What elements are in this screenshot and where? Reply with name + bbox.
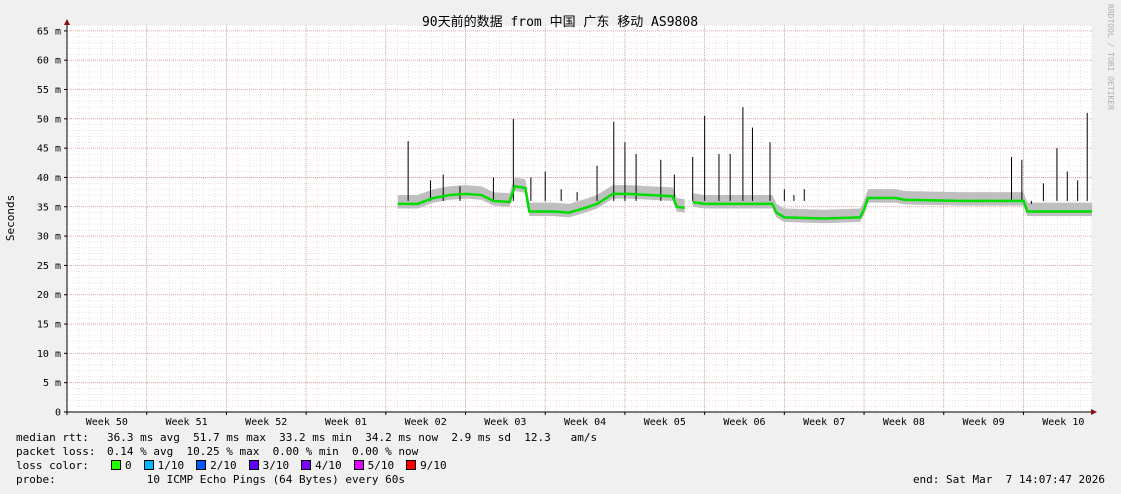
median-rtt-line xyxy=(397,184,1092,220)
loss-color-swatch-label: 4/10 xyxy=(315,459,342,472)
y-tick-label: 40 m xyxy=(37,173,61,184)
probe-value: 10 ICMP Echo Pings (64 Bytes) every 60s xyxy=(107,473,406,486)
loss-color-swatch xyxy=(196,460,207,470)
x-tick-label: Week 07 xyxy=(803,417,845,428)
loss-color-swatch xyxy=(353,460,364,470)
loss-color-label: loss color: xyxy=(16,459,89,472)
y-tick-label: 20 m xyxy=(37,290,61,301)
loss-color-swatch-label: 9/10 xyxy=(420,459,447,472)
smoke-bands xyxy=(397,177,1092,224)
x-tick-label: Week 51 xyxy=(165,417,207,428)
x-tick-label: Week 05 xyxy=(644,417,686,428)
loss-color-swatch xyxy=(111,460,121,470)
x-axis-arrow xyxy=(1091,409,1097,415)
x-tick-label: Week 10 xyxy=(1042,417,1084,428)
median-line-segment xyxy=(397,184,685,214)
x-tick-label: Week 50 xyxy=(86,417,128,428)
y-tick-label: 25 m xyxy=(37,261,61,272)
x-tick-label: Week 08 xyxy=(883,417,925,428)
loss-color-swatch-label: 3/10 xyxy=(262,459,290,472)
x-tick-label: Week 02 xyxy=(405,417,447,428)
x-tick-label: Week 01 xyxy=(325,417,367,428)
packet-loss-value: 0.14 % avg 10.25 % max 0.00 % min 0.00 %… xyxy=(107,445,419,458)
y-tick-label: 5 m xyxy=(43,378,61,389)
loss-color-swatch xyxy=(406,460,417,470)
y-tick-label: 35 m xyxy=(37,202,61,213)
probe-label: probe: xyxy=(16,473,56,486)
legend: median rtt: 36.3 ms avg 51.7 ms max 33.2 … xyxy=(16,431,1111,487)
end-time: end: Sat Mar 7 14:07:47 2026 xyxy=(912,473,1105,486)
loss-color-swatch-label: 2/10 xyxy=(210,459,237,472)
probe-row: probe: 10 ICMP Echo Pings (64 Bytes) eve… xyxy=(16,473,1111,487)
y-tick-label: 15 m xyxy=(37,320,61,331)
loss-color-swatches: 0 1/10 2/10 3/10 4/10 5/10 9/10 xyxy=(107,459,455,472)
smoke-band xyxy=(692,189,1092,224)
x-tick-label: Week 03 xyxy=(484,417,526,428)
y-axis-arrow xyxy=(64,19,70,25)
y-tick-label: 45 m xyxy=(37,144,61,155)
y-axis-label: Seconds xyxy=(4,195,17,241)
loss-color-row: loss color: 0 1/10 2/10 3/10 4/10 5/10 9/10 xyxy=(16,459,1111,473)
loss-color-swatch xyxy=(248,460,259,470)
y-tick-label: 60 m xyxy=(37,56,61,67)
median-rtt-row: median rtt: 36.3 ms avg 51.7 ms max 33.2 … xyxy=(16,431,1111,445)
x-tick-label: Week 52 xyxy=(245,417,287,428)
x-tick-labels: Week 50 Week 51 Week 52 Week 01 Week 02 Week … xyxy=(66,412,1084,428)
median-rtt-label: median rtt: xyxy=(16,431,89,444)
smoke-band xyxy=(397,177,685,218)
y-tick-label: 0 xyxy=(55,408,61,419)
y-tick-label: 50 m xyxy=(37,114,61,125)
loss-color-swatch-label: 5/10 xyxy=(367,459,395,472)
y-tick-label: 55 m xyxy=(37,85,61,96)
median-rtt-value: 36.3 ms avg 51.7 ms max 33.2 ms min 34.2… xyxy=(107,431,598,444)
median-line-segment xyxy=(692,196,1092,220)
packet-loss-label: packet loss: xyxy=(16,445,96,458)
chart-title: 90天前的数据 from 中国 广东 移动 AS9808 xyxy=(422,14,698,30)
x-tick-label: Week 06 xyxy=(723,417,765,428)
axes xyxy=(64,19,1097,415)
loss-color-swatch xyxy=(301,460,312,470)
y-tick-label: 30 m xyxy=(37,232,61,243)
loss-color-swatch xyxy=(143,460,154,470)
packet-loss-row: packet loss: 0.14 % avg 10.25 % max 0.00 … xyxy=(16,445,1111,459)
y-tick-labels: 0 5 m 10 m 15 m 20 m 25 m 30 m 35 m 40 m 45 m 50 m… xyxy=(37,26,67,419)
y-tick-label: 10 m xyxy=(37,349,61,360)
rrdtool-watermark: RRDTOOL / TOBI OETIKER xyxy=(1106,4,1115,110)
loss-color-swatch-label: 0 xyxy=(125,459,132,472)
y-tick-label: 65 m xyxy=(37,26,61,37)
x-tick-label: Week 04 xyxy=(564,417,606,428)
x-tick-label: Week 09 xyxy=(963,417,1005,428)
loss-color-swatch-label: 1/10 xyxy=(157,459,185,472)
